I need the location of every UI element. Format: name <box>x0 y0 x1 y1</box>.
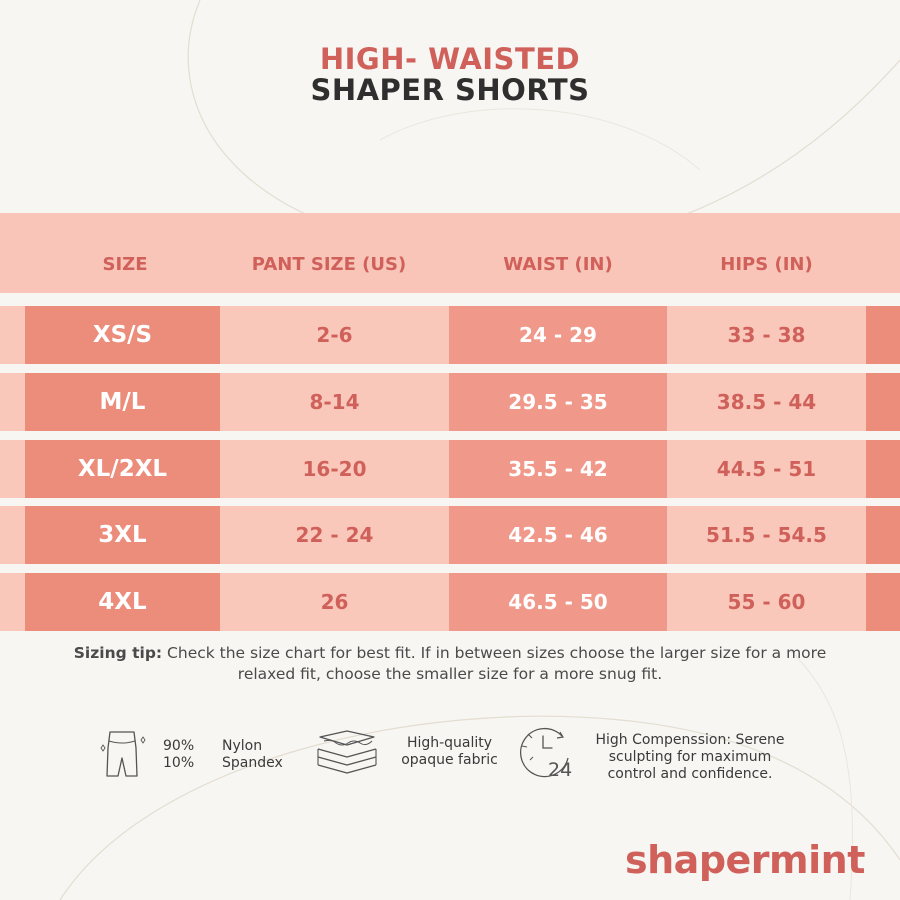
material-percentages: 90% 10% <box>163 738 194 772</box>
sizing-tip-text: Check the size chart for best fit. If in… <box>162 644 827 683</box>
sizing-tip: Sizing tip: Check the size chart for bes… <box>50 643 850 685</box>
hips-cell: 51.5 - 54.5 <box>706 523 827 547</box>
material-names: Nylon Spandex <box>222 738 283 772</box>
size-cell: 4XL <box>25 573 220 631</box>
row-edge <box>866 373 900 431</box>
fabric-layers-icon <box>317 730 377 774</box>
table-row: M/L 8-14 29.5 - 35 38.5 - 44 <box>0 373 900 431</box>
pant-size-cell: 22 - 24 <box>295 523 374 547</box>
header-hips: HIPS (IN) <box>720 254 813 275</box>
size-cell: M/L <box>25 373 220 431</box>
header-pant-size: PANT SIZE (US) <box>251 254 407 275</box>
size-chart-table: SIZE PANT SIZE (US) WAIST (IN) HIPS (IN)… <box>0 213 900 631</box>
svg-text:24: 24 <box>548 759 572 781</box>
size-cell: 3XL <box>25 506 220 564</box>
page-title-line2: SHAPER SHORTS <box>310 73 590 107</box>
material-nylon: Nylon <box>222 738 263 754</box>
shorts-icon <box>100 731 146 777</box>
size-cell: XS/S <box>25 306 220 364</box>
waist-cell: 46.5 - 50 <box>449 573 667 631</box>
compression-line3: control and confidence. <box>607 766 773 782</box>
fabric-line2: opaque fabric <box>401 752 498 768</box>
row-edge <box>866 506 900 564</box>
hips-cell: 38.5 - 44 <box>716 390 817 414</box>
compression-line1: High Compenssion: Serene <box>595 732 785 748</box>
table-row: XL/2XL 16-20 35.5 - 42 44.5 - 51 <box>0 440 900 498</box>
hips-cell: 55 - 60 <box>727 590 806 614</box>
pct-nylon: 90% <box>163 738 195 754</box>
row-edge <box>866 306 900 364</box>
pant-size-cell: 8-14 <box>309 390 360 414</box>
waist-cell: 29.5 - 35 <box>449 373 667 431</box>
table-header-row: SIZE PANT SIZE (US) WAIST (IN) HIPS (IN) <box>0 213 900 293</box>
size-cell: XL/2XL <box>25 440 220 498</box>
brand-logo: shapermint <box>625 838 865 882</box>
pant-size-cell: 26 <box>320 590 349 614</box>
waist-cell: 42.5 - 46 <box>449 506 667 564</box>
pant-size-cell: 2-6 <box>316 323 353 347</box>
compression-line2: sculpting for maximum <box>608 749 772 765</box>
row-edge <box>866 573 900 631</box>
pct-spandex: 10% <box>163 755 195 771</box>
hips-cell: 33 - 38 <box>727 323 806 347</box>
fabric-line1: High-quality <box>406 735 493 751</box>
material-spandex: Spandex <box>222 755 283 771</box>
compression-feature: High Compenssion: Serene sculpting for m… <box>575 732 805 783</box>
pant-size-cell: 16-20 <box>302 457 367 481</box>
row-edge <box>866 440 900 498</box>
table-row: XS/S 2-6 24 - 29 33 - 38 <box>0 306 900 364</box>
header-size: SIZE <box>102 254 148 275</box>
table-row: 4XL 26 46.5 - 50 55 - 60 <box>0 573 900 631</box>
fabric-feature: High-quality opaque fabric <box>392 735 507 769</box>
waist-cell: 24 - 29 <box>449 306 667 364</box>
page-title-line1: HIGH- WAISTED <box>319 42 581 76</box>
header-waist: WAIST (IN) <box>503 254 613 275</box>
clock-24-icon: 24 <box>520 727 572 781</box>
sizing-tip-label: Sizing tip: <box>73 644 163 662</box>
table-row: 3XL 22 - 24 42.5 - 46 51.5 - 54.5 <box>0 506 900 564</box>
waist-cell: 35.5 - 42 <box>449 440 667 498</box>
hips-cell: 44.5 - 51 <box>716 457 817 481</box>
